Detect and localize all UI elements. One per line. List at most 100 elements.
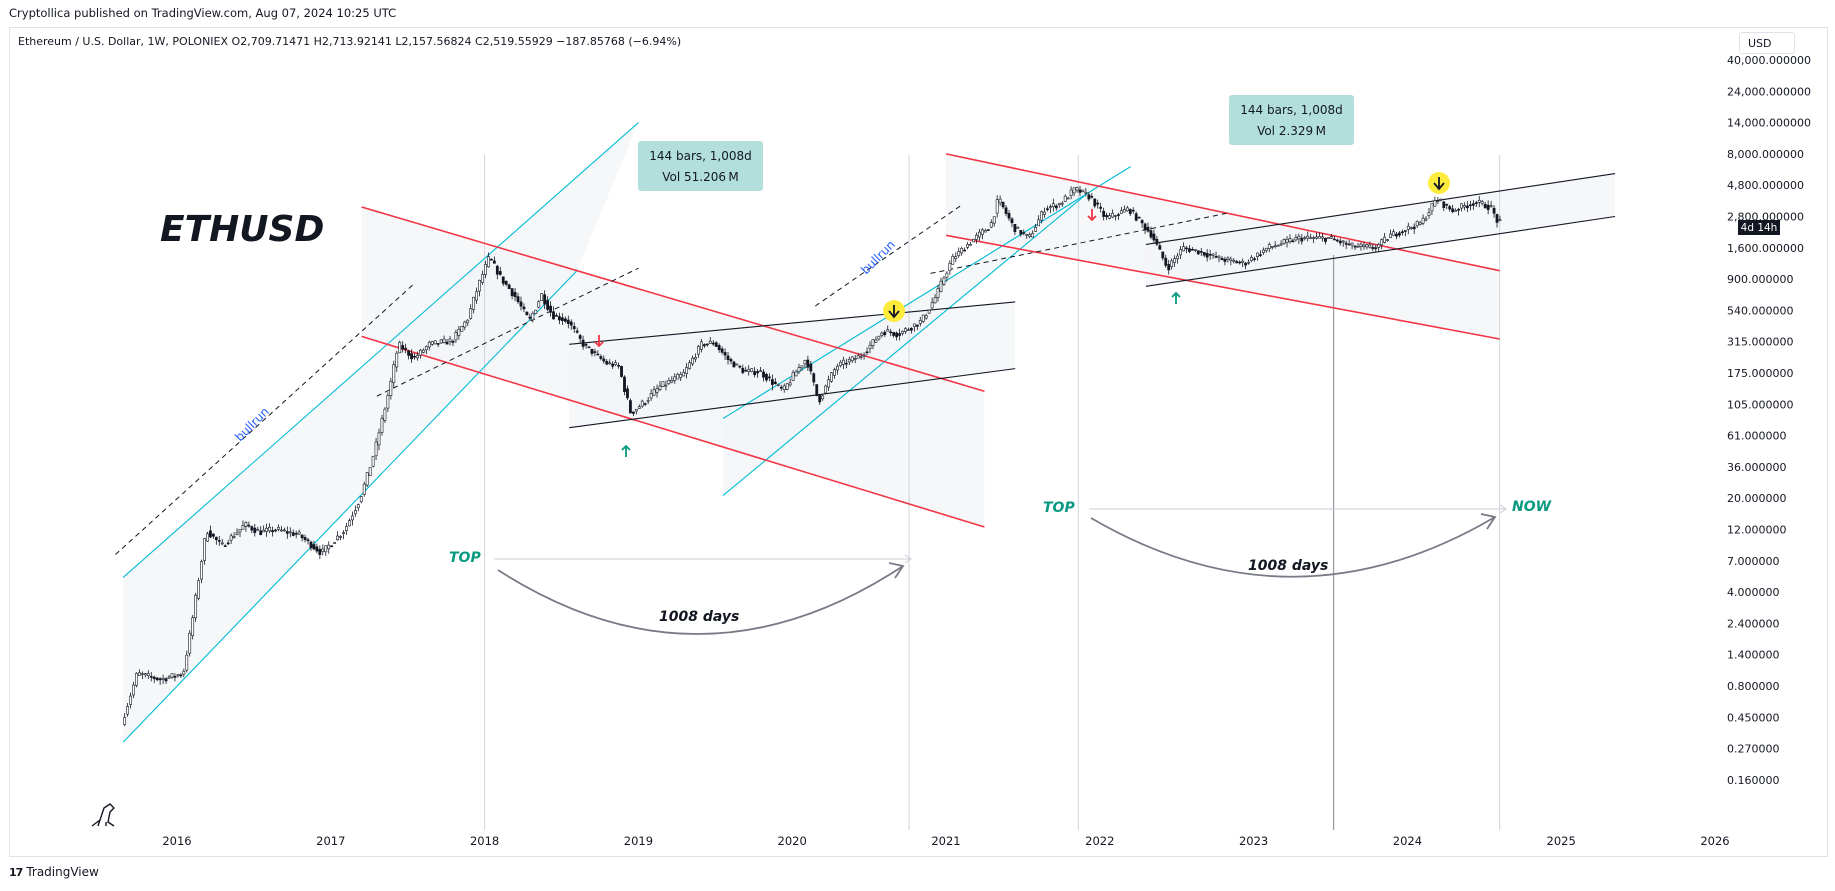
x-tick-label: 2024 [1393, 834, 1422, 848]
candle-body [342, 532, 345, 535]
candle-body [392, 364, 396, 383]
trendline-cyan-0 [122, 122, 639, 578]
candle-body [909, 327, 913, 331]
y-tick-label: 7.000000 [1727, 555, 1780, 568]
measure-1-vol: Vol 51.206 M [662, 170, 739, 184]
candle-body [439, 339, 443, 344]
candle-body [1374, 247, 1378, 250]
candle-body [1152, 233, 1156, 241]
x-tick-label: 2021 [931, 834, 960, 848]
candle-body [525, 311, 529, 316]
label-top-2: TOP [1043, 500, 1075, 516]
candle-body [850, 356, 854, 361]
candle-body [566, 319, 570, 324]
trendline-red-6 [945, 153, 1500, 272]
candle-body [1122, 209, 1126, 213]
y-tick-label: 36.000000 [1727, 461, 1787, 474]
y-tick-label: 24,000.000000 [1727, 85, 1811, 98]
candle-body [460, 326, 464, 332]
y-tick-label: 20.000000 [1727, 492, 1787, 505]
candle-body [132, 684, 135, 696]
candle-body [1250, 257, 1253, 261]
candle-body [522, 306, 526, 310]
candle-body [540, 293, 544, 302]
x-tick-label: 2023 [1239, 834, 1268, 848]
candle-body [1114, 215, 1117, 217]
candle-body [812, 373, 816, 383]
candle-body [708, 340, 712, 344]
candle-body [1359, 243, 1363, 247]
candle-body [1099, 206, 1103, 209]
candle-body [1149, 230, 1153, 238]
arc-arrowhead-1 [888, 562, 905, 579]
candle-body [691, 357, 694, 365]
candle-body [1273, 245, 1277, 248]
candle-body [1427, 212, 1431, 216]
candle-body [371, 456, 375, 467]
candle-body [1341, 240, 1345, 243]
candle-body [803, 360, 807, 365]
candle-body [1128, 209, 1132, 214]
candle-body [209, 530, 212, 538]
candle-body [750, 368, 754, 372]
candle-body [655, 388, 659, 393]
candle-body [1282, 239, 1286, 244]
candle-body [339, 536, 342, 538]
candle-body [1004, 207, 1008, 214]
candle-body [868, 344, 872, 349]
candle-body [253, 527, 257, 534]
symbol-legend[interactable]: Ethereum / U.S. Dollar, 1W, POLONIEX O2,… [18, 35, 682, 48]
candle-body [1362, 244, 1366, 248]
candle-body [1327, 237, 1330, 239]
candle-body [324, 545, 328, 553]
candle-body [697, 346, 700, 355]
candle-body [779, 386, 783, 389]
candle-body [1451, 208, 1455, 213]
y-tick-label: 40,000.000000 [1727, 54, 1811, 67]
candle-body [188, 632, 192, 654]
candle-body [877, 335, 881, 340]
candle-body [1389, 233, 1392, 239]
candle-body [1075, 187, 1079, 191]
candle-body [1344, 242, 1348, 245]
candle-body [936, 288, 940, 298]
label-bullrun-1: bullrun [232, 404, 272, 444]
tradingview-logo[interactable]: 17 TradingView [9, 865, 99, 879]
candle-body [155, 677, 159, 681]
candle-body [732, 361, 736, 368]
candle-body [623, 376, 626, 392]
candle-body [617, 364, 620, 367]
candle-body [404, 347, 408, 350]
candle-body [963, 249, 967, 252]
candle-body [1371, 247, 1375, 249]
x-tick-label: 2020 [778, 834, 807, 848]
candle-body [1125, 207, 1129, 212]
candle-body [983, 230, 987, 233]
candle-body [1353, 245, 1357, 248]
trendline-layer [115, 122, 1616, 743]
label-1008-days-2: 1008 days [1248, 558, 1328, 574]
candle-body [1072, 187, 1076, 194]
y-tick-label: 61.000000 [1727, 430, 1787, 443]
candle-body [395, 352, 399, 368]
candle-body [1463, 205, 1466, 208]
candle-body [880, 332, 884, 336]
candle-body [853, 358, 857, 360]
candle-body [1321, 236, 1324, 239]
arc-1008-days-2 [1090, 516, 1496, 578]
candle-body [1347, 243, 1351, 246]
candle-body [1007, 213, 1011, 219]
candle-body [1034, 226, 1038, 232]
x-tick-label: 2025 [1547, 834, 1576, 848]
candle-body [1111, 212, 1114, 218]
candle-body [348, 520, 351, 527]
currency-selector[interactable]: USD [1739, 32, 1795, 54]
candle-body [759, 370, 762, 372]
candle-body [688, 362, 691, 370]
candle-body [1176, 255, 1179, 260]
candle-body [501, 276, 505, 284]
candle-body [152, 676, 156, 680]
candle-body [1442, 201, 1446, 208]
signal-down-circle-2-arrow-icon [1433, 177, 1445, 191]
